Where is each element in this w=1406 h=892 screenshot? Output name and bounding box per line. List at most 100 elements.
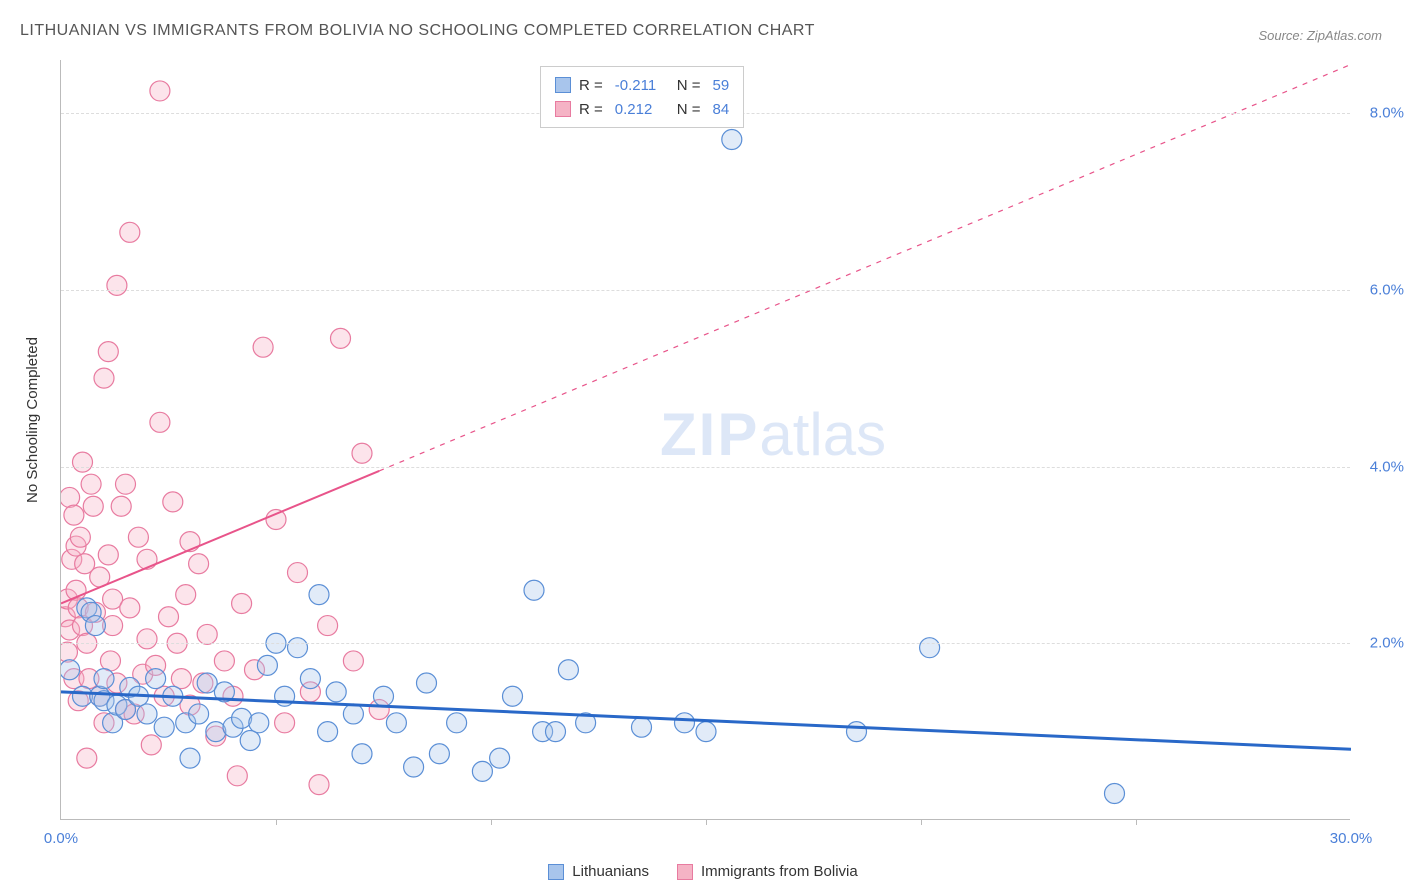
legend-swatch [555,101,571,117]
data-point [189,704,209,724]
data-point [120,598,140,618]
data-point [77,748,97,768]
legend-n-label: N = [677,77,701,94]
data-point [111,496,131,516]
data-point [343,651,363,671]
data-point [558,660,578,680]
data-point [120,222,140,242]
x-tick-mark [276,819,277,825]
gridline [61,643,1350,644]
y-tick-label: 2.0% [1370,635,1404,652]
data-point [632,717,652,737]
legend-r-value: 0.212 [615,101,669,118]
source-name: ZipAtlas.com [1307,28,1382,43]
data-point [696,722,716,742]
data-point [343,704,363,724]
trend-line [61,471,379,604]
legend-n-label: N = [677,101,701,118]
gridline [61,290,1350,291]
data-point [61,660,80,680]
data-point [150,412,170,432]
y-tick-label: 4.0% [1370,458,1404,475]
data-point [227,766,247,786]
series-legend-label: Lithuanians [572,863,649,880]
data-point [214,651,234,671]
data-point [98,342,118,362]
data-point [146,669,166,689]
data-point [176,585,196,605]
data-point [163,492,183,512]
legend-n-value: 84 [713,101,730,118]
data-point [275,713,295,733]
data-point [64,505,84,525]
legend-n-value: 59 [713,77,730,94]
legend-r-value: -0.211 [615,77,669,94]
data-point [352,443,372,463]
data-point [180,532,200,552]
series-legend-item: Lithuanians [548,863,649,880]
data-point [300,669,320,689]
data-point [107,275,127,295]
data-point [137,549,157,569]
data-point [675,713,695,733]
data-point [490,748,510,768]
x-tick-label: 0.0% [44,830,78,847]
x-tick-mark [921,819,922,825]
data-point [81,474,101,494]
data-point [352,744,372,764]
stats-legend-row: R = 0.212 N = 84 [555,97,729,121]
data-point [318,722,338,742]
data-point [847,722,867,742]
data-point [1105,783,1125,803]
chart-title: LITHUANIAN VS IMMIGRANTS FROM BOLIVIA NO… [20,22,815,40]
x-tick-mark [706,819,707,825]
data-point [116,474,136,494]
data-point [417,673,437,693]
data-point [61,642,77,662]
legend-r-label: R = [579,101,603,118]
y-tick-label: 6.0% [1370,281,1404,298]
chart-svg [61,60,1351,820]
data-point [326,682,346,702]
data-point [70,527,90,547]
data-point [154,717,174,737]
data-point [253,337,273,357]
data-point [524,580,544,600]
data-point [180,748,200,768]
data-point [240,730,260,750]
data-point [85,616,105,636]
x-tick-mark [1136,819,1137,825]
source-label: Source: [1258,28,1306,43]
stats-legend: R = -0.211 N = 59 R = 0.212 N = 84 [540,66,744,128]
data-point [546,722,566,742]
data-point [83,496,103,516]
data-point [98,545,118,565]
data-point [309,775,329,795]
data-point [503,686,523,706]
data-point [73,452,93,472]
source-attribution: Source: ZipAtlas.com [1258,28,1382,43]
trend-line-extrapolated [379,64,1351,471]
data-point [288,563,308,583]
legend-swatch [677,864,693,880]
legend-swatch [548,864,564,880]
series-legend-label: Immigrants from Bolivia [701,863,858,880]
series-legend-item: Immigrants from Bolivia [677,863,858,880]
gridline [61,467,1350,468]
data-point [159,607,179,627]
data-point [61,487,80,507]
data-point [94,368,114,388]
data-point [189,554,209,574]
y-axis-label: No Schooling Completed [24,337,41,503]
data-point [386,713,406,733]
data-point [309,585,329,605]
data-point [331,328,351,348]
data-point [404,757,424,777]
x-tick-mark [491,819,492,825]
data-point [171,669,191,689]
data-point [137,629,157,649]
data-point [429,744,449,764]
data-point [920,638,940,658]
data-point [318,616,338,636]
data-point [128,527,148,547]
